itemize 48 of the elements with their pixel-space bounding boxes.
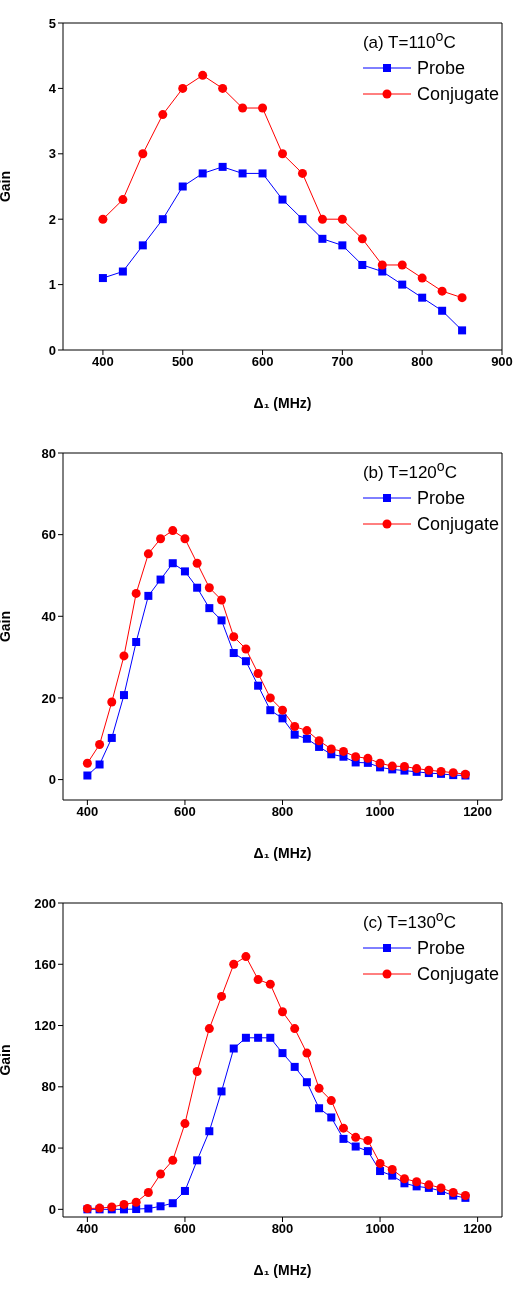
y-axis-title: Gain	[0, 610, 13, 643]
x-tick-label: 400	[76, 804, 99, 820]
y-tick-label: 0	[48, 772, 56, 788]
x-tick-label: 900	[491, 354, 513, 370]
x-tick-label: 800	[271, 804, 294, 820]
x-tick-label: 1200	[463, 804, 493, 820]
x-axis-title: Δ₁ (MHz)	[253, 1262, 312, 1278]
x-tick-label: 800	[411, 354, 434, 370]
y-tick-label: 200	[34, 895, 56, 911]
y-tick-label: 0	[48, 342, 56, 358]
x-tick-label: 400	[92, 354, 114, 370]
x-tick-label: 1000	[365, 804, 395, 820]
x-tick-label: 600	[174, 1221, 196, 1237]
y-tick-label: 80	[41, 445, 56, 461]
legend-label: Conjugate	[416, 82, 499, 106]
y-tick-label: 40	[41, 608, 56, 624]
y-tick-label: 120	[34, 1018, 56, 1034]
x-tick-label: 600	[251, 354, 274, 370]
y-tick-label: 20	[41, 690, 56, 706]
x-tick-label: 700	[331, 354, 354, 370]
legend-title: (b) T=120$^{o}$C	[362, 458, 458, 483]
y-axis-title: Gain	[0, 1044, 13, 1076]
x-tick-label: 1200	[463, 1221, 493, 1237]
x-tick-label: 600	[174, 804, 196, 820]
legend-label: Probe	[416, 936, 465, 960]
legend-title: (c) T=130$^{o}$C	[362, 908, 457, 933]
y-tick-label: 3	[48, 146, 56, 162]
y-tick-label: 60	[41, 527, 56, 543]
legend-label: Conjugate	[416, 962, 499, 986]
legend-title: (a) T=110$^{o}$C	[362, 28, 457, 53]
x-tick-label: 400	[76, 1221, 99, 1237]
legend-label: Probe	[416, 56, 465, 80]
legend-label: Conjugate	[416, 512, 499, 536]
y-tick-label: 80	[41, 1079, 56, 1095]
y-tick-label: 40	[41, 1140, 56, 1156]
y-tick-label: 4	[48, 81, 57, 97]
y-tick-label: 2	[48, 211, 56, 227]
y-tick-label: 5	[48, 15, 56, 31]
y-axis-title: Gain	[0, 170, 13, 203]
y-tick-label: 160	[34, 956, 56, 972]
x-tick-label: 1000	[365, 1221, 395, 1237]
x-tick-label: 500	[171, 354, 194, 370]
x-axis-title: Δ₁ (MHz)	[253, 395, 312, 411]
x-axis-title: Δ₁ (MHz)	[253, 845, 312, 861]
legend-label: Probe	[416, 486, 465, 510]
x-tick-label: 800	[271, 1221, 294, 1237]
y-tick-label: 0	[48, 1201, 56, 1217]
y-tick-label: 1	[48, 277, 56, 293]
